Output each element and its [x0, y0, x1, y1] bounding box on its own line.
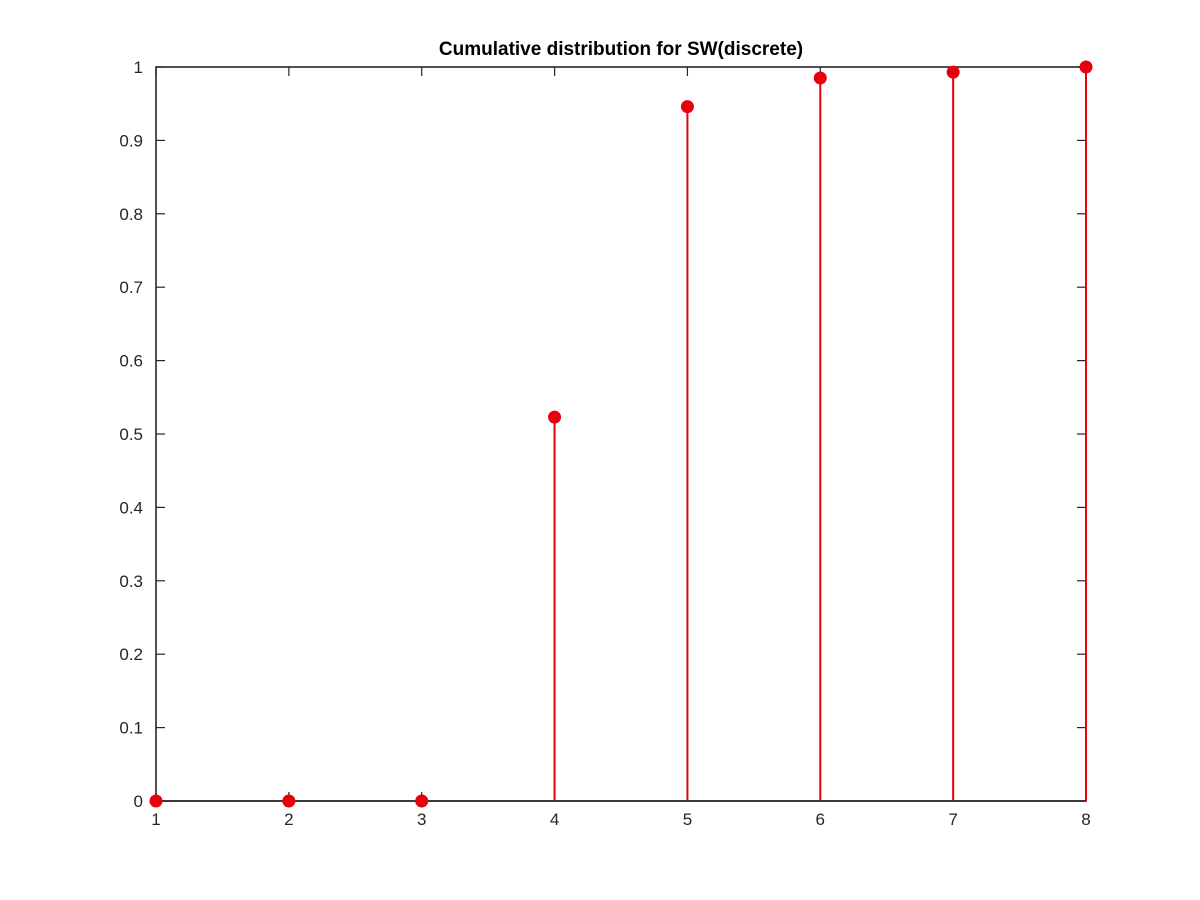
data-point	[548, 410, 562, 424]
y-tick-label: 0	[134, 792, 143, 811]
x-tick-label: 7	[948, 810, 957, 829]
data-point	[282, 794, 296, 808]
data-point	[946, 65, 960, 79]
data-point	[1079, 60, 1093, 74]
data-point	[415, 794, 429, 808]
x-tick-label: 4	[550, 810, 559, 829]
y-tick-label: 0.7	[119, 278, 143, 297]
y-tick-label: 0.3	[119, 572, 143, 591]
y-tick-label: 0.9	[119, 131, 143, 150]
x-tick-label: 8	[1081, 810, 1090, 829]
axes-box	[155, 66, 1087, 802]
plot-area: 1 2 3 4 5 6 7 8 0 0.1 0.2 0.3 0.4 0.5 0.6 0.7 0.8 0.9 1	[119, 58, 1093, 829]
x-tick-label: 5	[683, 810, 692, 829]
y-tick-label: 0.4	[119, 498, 143, 517]
x-tick-label: 3	[417, 810, 426, 829]
y-tick-label: 1	[134, 58, 143, 77]
y-tick-label: 0.2	[119, 645, 143, 664]
x-tick-label: 6	[816, 810, 825, 829]
y-tick-label: 0.5	[119, 425, 143, 444]
y-tick-label: 0.1	[119, 719, 143, 738]
y-tick-label: 0.6	[119, 352, 143, 371]
x-tick-label: 1	[151, 810, 160, 829]
x-tick-label: 2	[284, 810, 293, 829]
data-point	[680, 100, 694, 114]
chart-title: Cumulative distribution for SW(discrete)	[439, 39, 803, 60]
data-point	[149, 794, 163, 808]
y-tick-label: 0.8	[119, 205, 143, 224]
data-point	[813, 71, 827, 85]
